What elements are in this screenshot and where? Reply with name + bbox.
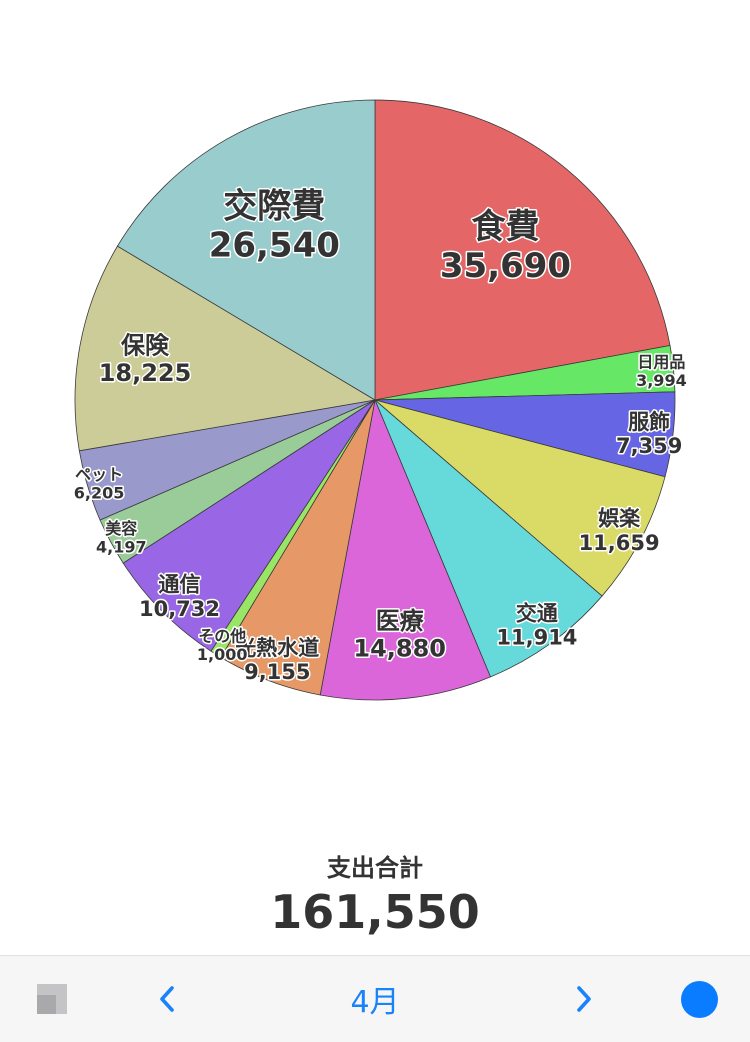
slice-category: 保険 xyxy=(120,332,170,360)
slice-label: 保険 18,225 xyxy=(99,332,192,388)
slice-label: 食費 35,690 xyxy=(440,207,571,286)
pie-slice xyxy=(74,245,377,452)
chevron-right-icon xyxy=(577,986,591,1012)
slice-value: 1,000 xyxy=(197,645,248,664)
slice-label: 美容 4,197 xyxy=(96,519,147,556)
chevron-left-icon xyxy=(160,986,174,1012)
pie-slice xyxy=(116,99,376,401)
total-summary: 支出合計 161,550 xyxy=(0,852,750,940)
slice-value: 14,880 xyxy=(353,635,446,663)
slice-category: その他 xyxy=(198,627,246,646)
bottom-toolbar: 4月 xyxy=(0,955,750,1042)
layout-button[interactable] xyxy=(24,956,80,1042)
slice-label: 医療 14,880 xyxy=(353,607,446,663)
slice-label: 娯楽 11,659 xyxy=(579,507,660,555)
pie-slice xyxy=(374,399,666,597)
slice-label: 光熱水道 9,155 xyxy=(234,636,319,684)
slice-value: 7,359 xyxy=(616,434,682,458)
slice-label: 通信 10,732 xyxy=(139,573,220,621)
pie-slice xyxy=(374,399,603,678)
slice-category: 交際費 xyxy=(223,187,325,227)
record-button[interactable] xyxy=(668,956,730,1042)
slice-category: 医療 xyxy=(376,607,425,635)
slice-value: 3,994 xyxy=(636,371,687,390)
slice-value: 10,732 xyxy=(139,597,220,621)
slice-label: 交際費 26,540 xyxy=(209,187,340,266)
slice-label: 服飾 7,359 xyxy=(616,410,682,458)
slice-category: 美容 xyxy=(105,519,137,538)
month-selector[interactable]: 4月 xyxy=(350,985,400,1020)
slice-label: その他 1,000 xyxy=(197,627,248,664)
slice-value: 4,197 xyxy=(96,537,147,556)
slice-value: 18,225 xyxy=(99,359,192,387)
slice-value: 11,659 xyxy=(579,531,660,555)
slice-value: 9,155 xyxy=(244,660,310,684)
slice-category: 光熱水道 xyxy=(234,636,319,660)
slice-value: 35,690 xyxy=(440,246,571,286)
pie-slice xyxy=(374,99,671,401)
slice-value: 6,205 xyxy=(74,484,125,503)
pie-slices xyxy=(74,99,676,701)
total-label: 支出合計 xyxy=(327,854,423,882)
slice-value: 26,540 xyxy=(209,226,340,266)
slice-category: 服飾 xyxy=(628,410,670,434)
pie-slice xyxy=(122,399,376,652)
slice-label: ペット 6,205 xyxy=(74,465,125,502)
slice-category: ペット xyxy=(75,465,123,484)
record-dot-icon xyxy=(680,980,718,1018)
slice-value: 11,914 xyxy=(496,626,577,650)
slice-category: 通信 xyxy=(159,573,201,597)
total-value: 161,550 xyxy=(270,885,480,939)
layout-icon xyxy=(37,984,67,1014)
prev-month-button[interactable] xyxy=(140,956,196,1042)
slice-category: 交通 xyxy=(516,601,558,625)
slice-category: 食費 xyxy=(472,207,540,247)
slice-category: 娯楽 xyxy=(598,507,641,531)
next-month-button[interactable] xyxy=(555,956,611,1042)
slice-label: 日用品 3,994 xyxy=(636,352,687,389)
slice-label: 交通 11,914 xyxy=(496,601,577,649)
slice-category: 日用品 xyxy=(637,352,685,371)
pie-slice xyxy=(319,398,491,701)
